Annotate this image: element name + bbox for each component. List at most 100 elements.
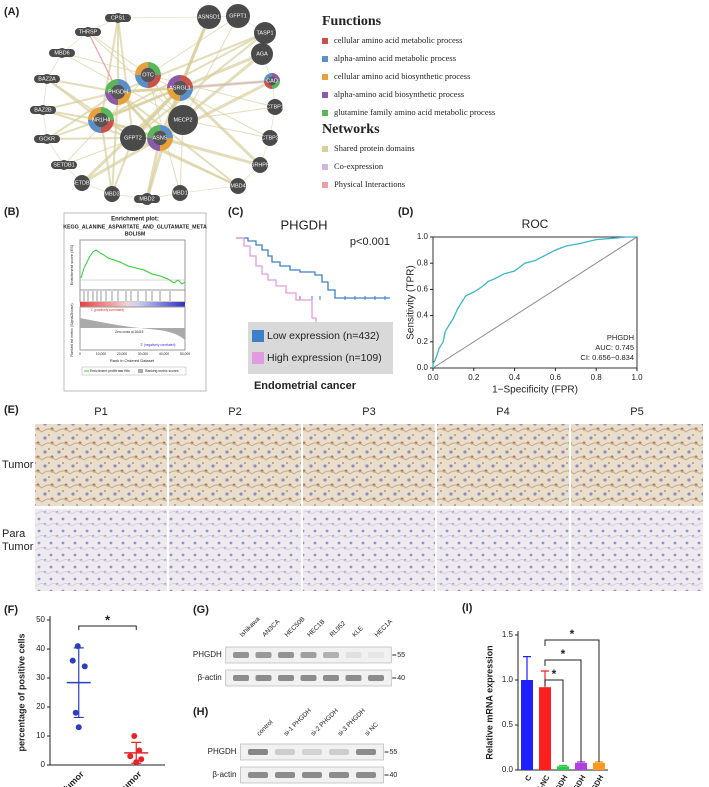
column-label: P3 (362, 406, 375, 418)
km-legend-box (248, 322, 393, 374)
node-core (267, 76, 277, 86)
y-axis-label: Relative mRNA expression (484, 645, 494, 759)
node-label: PHGDH (108, 89, 128, 95)
node-circle (172, 185, 188, 201)
y-tick-label: 1.0 (502, 675, 514, 684)
edge (100, 17, 119, 121)
legend-heading: Networks (322, 122, 380, 137)
node-label: MBD2 (139, 196, 154, 202)
node-circle (120, 125, 146, 151)
node-label: MBD1 (172, 190, 187, 196)
x-tick-label: 0.6 (550, 373, 562, 382)
edge (179, 185, 239, 194)
gsea-xtick: 50,000 (180, 352, 190, 356)
metric-label: Ranked list metric (Signal2Noise) (70, 303, 74, 356)
gsea-title: Enrichment plot: (111, 217, 159, 223)
panel-label: (E) (4, 404, 19, 416)
network-node: BAZ2A (34, 74, 60, 84)
legend-entry: Shared protein domains (334, 143, 415, 153)
network-node: GFPT2 (120, 125, 146, 151)
roc-curve (432, 236, 637, 368)
legend-swatch (322, 146, 328, 152)
error-bar (73, 647, 84, 719)
row-label: PHGDH (208, 747, 237, 756)
y-axis-label: Sensitivity (TPR) (406, 265, 417, 339)
panel-label: (A) (4, 6, 20, 18)
bar (593, 762, 605, 770)
ihc-image (571, 509, 703, 591)
x-tick-label: Tumor (59, 769, 86, 787)
data-point (75, 724, 82, 731)
node-label-bg (34, 75, 60, 83)
node-label: GFPT2 (124, 135, 142, 141)
node-label: CTBP1 (266, 104, 284, 110)
row-label: Para Tumor (2, 528, 34, 553)
y-axis-label: percentage of positive cells (16, 633, 26, 751)
significance: * (105, 612, 111, 627)
blot-strip (225, 646, 392, 664)
node-core (172, 80, 188, 96)
panel-label: (C) (228, 206, 244, 218)
node-label: OTC (142, 72, 154, 78)
panel-label: (D) (398, 206, 414, 218)
column-label: P4 (496, 406, 509, 418)
y-tick-label: 0.8 (417, 258, 429, 267)
gsea-xtick: 20,000 (117, 352, 127, 356)
network-node: ASRGL1 (167, 75, 193, 101)
gsea-name: BOLISM (125, 231, 146, 237)
network-node: NR1H4 (88, 107, 114, 133)
error-bar (523, 656, 531, 680)
legend-swatch (322, 74, 328, 80)
x-tick-label: 0.2 (468, 373, 480, 382)
edge (46, 52, 63, 80)
y-tick-label: 20 (36, 702, 45, 711)
node-circle (104, 186, 120, 202)
legend-entry: Co-expression (334, 161, 384, 171)
bar (575, 762, 587, 770)
x-axis-label: 1−Specificity (FPR) (492, 385, 578, 396)
edge (100, 87, 181, 121)
node-circle (252, 157, 268, 173)
edge (179, 52, 263, 90)
bar (557, 766, 569, 770)
km-high-curve (236, 237, 317, 345)
node-label: ASNS (153, 135, 168, 141)
gsea-name: KEGG_ALANINE_ASPARTATE_AND_GLUTAMATE_MET… (63, 224, 207, 230)
network-node: SETDB1 (51, 160, 77, 170)
significance-bracket (78, 625, 137, 630)
legend-swatch (322, 182, 328, 188)
es-label: Enrichment score (ES) (69, 244, 74, 285)
lane-label: Ishikawa (239, 616, 262, 639)
ihc-image (35, 509, 167, 591)
network-node: GCKR (34, 134, 60, 144)
legend-swatch (322, 110, 328, 116)
edge (81, 136, 161, 185)
x-tick-label: 0.0 (427, 373, 439, 382)
panel-label: (F) (4, 604, 18, 616)
ihc-image (169, 509, 301, 591)
node-circle (168, 105, 198, 135)
network-node: PHGDH (105, 79, 131, 105)
ihc-image (571, 424, 703, 506)
km-low-curve (236, 237, 390, 299)
network-node: MBD2 (134, 193, 160, 205)
edge (46, 137, 134, 140)
y-tick-label: 0.5 (502, 720, 514, 729)
data-point (131, 733, 138, 739)
y-tick-label: 0.6 (417, 285, 429, 294)
lane-label: AN3CA (261, 618, 282, 639)
network-node: CPS1 (105, 13, 131, 23)
chance-line (432, 236, 638, 369)
significance-bracket (544, 659, 582, 762)
node-circle (262, 130, 278, 146)
legend-entry: cellular amino acid metabolic process (334, 35, 462, 45)
data-point (127, 753, 134, 760)
node-core (110, 84, 126, 100)
edge (182, 15, 239, 121)
hits-box (79, 289, 186, 303)
legend-swatch (322, 56, 328, 62)
edge (117, 17, 134, 139)
x-tick-label: si-NC (534, 773, 552, 787)
node-circle (267, 99, 283, 115)
